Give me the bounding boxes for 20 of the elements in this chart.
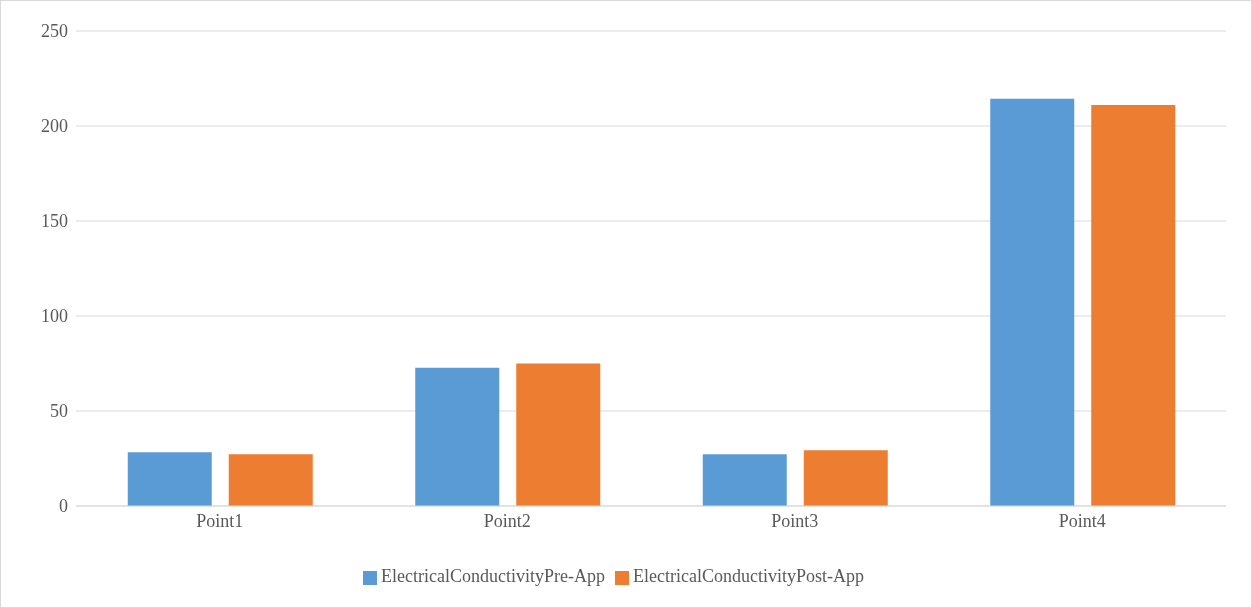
x-tick-label: Point3 bbox=[771, 510, 819, 531]
y-tick-label: 100 bbox=[41, 306, 68, 327]
bar bbox=[1091, 104, 1176, 506]
legend-label: ElectricalConductivityPost-App bbox=[632, 566, 864, 586]
x-tick-label: Point4 bbox=[1058, 510, 1106, 531]
bar bbox=[415, 367, 500, 506]
bar bbox=[803, 450, 888, 506]
x-tick-label: Point1 bbox=[196, 510, 244, 531]
bar bbox=[127, 452, 212, 506]
bar bbox=[228, 454, 313, 506]
y-tick-label: 0 bbox=[59, 496, 68, 517]
y-tick-label: 50 bbox=[50, 401, 68, 422]
y-tick-label: 250 bbox=[41, 21, 68, 42]
bar bbox=[702, 454, 787, 506]
bar bbox=[516, 363, 601, 506]
y-tick-label: 200 bbox=[41, 116, 68, 137]
x-tick-label: Point2 bbox=[483, 510, 531, 531]
y-tick-label: 150 bbox=[41, 211, 68, 232]
legend-label: ElectricalConductivityPre-App bbox=[381, 566, 605, 586]
bar bbox=[990, 98, 1075, 506]
